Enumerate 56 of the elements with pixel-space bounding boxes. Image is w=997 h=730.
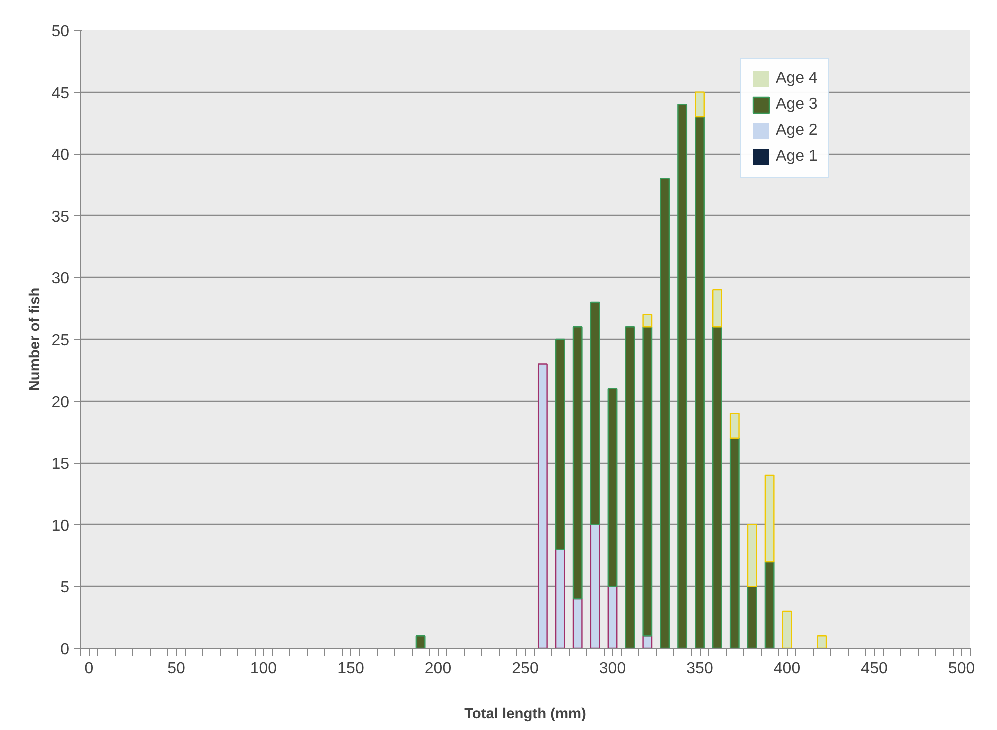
y-axis-title: Number of fish — [28, 288, 44, 392]
y-tick-label: 40 — [52, 147, 70, 164]
x-tick-label: 200 — [424, 660, 452, 678]
bar — [712, 326, 722, 648]
bar — [782, 610, 792, 648]
bar — [747, 524, 758, 588]
y-tick-label: 20 — [52, 394, 70, 412]
x-axis-title: Total length (mm) — [464, 706, 587, 722]
x-tick-label: 250 — [512, 660, 539, 678]
y-tick-label: 25 — [52, 332, 70, 350]
y-tick-label: 30 — [52, 270, 70, 288]
bar — [678, 104, 688, 648]
bar — [572, 598, 583, 648]
y-tick-label: 35 — [52, 208, 70, 226]
legend-label: Age 3 — [776, 96, 818, 114]
x-tick-label: 500 — [948, 660, 976, 678]
bar — [642, 636, 653, 648]
bar — [590, 302, 600, 526]
legend-label: Age 1 — [776, 148, 818, 166]
x-tick-label: 350 — [686, 660, 714, 678]
legend-label: Age 4 — [776, 70, 818, 88]
y-tick-label: 0 — [60, 642, 70, 658]
bar — [572, 326, 583, 600]
bar — [590, 524, 600, 648]
legend-label: Age 2 — [776, 122, 818, 140]
bar — [608, 586, 618, 648]
x-tick-label: 150 — [338, 660, 364, 678]
bar — [625, 326, 636, 648]
bar — [817, 636, 828, 648]
bar — [608, 388, 618, 588]
bar — [695, 92, 705, 118]
bar — [538, 364, 548, 648]
y-tick-label: 10 — [52, 518, 70, 535]
bar — [695, 116, 705, 648]
x-tick-label: 400 — [774, 660, 801, 678]
x-tick-label: 300 — [599, 660, 626, 678]
bar — [416, 636, 426, 648]
bar — [764, 561, 775, 648]
bar — [660, 178, 670, 648]
y-tick-label: 50 — [52, 24, 70, 40]
x-tick-label: 50 — [168, 660, 186, 678]
x-tick-label: 100 — [250, 660, 278, 678]
bar — [747, 586, 758, 648]
x-tick-label: 450 — [861, 660, 888, 678]
y-tick-label: 15 — [52, 456, 70, 474]
bar — [764, 474, 775, 563]
bar — [642, 314, 653, 328]
bar — [712, 289, 722, 328]
x-tick-label: 0 — [84, 660, 94, 678]
bar — [730, 438, 740, 648]
y-tick-label: 45 — [52, 85, 70, 102]
bar — [730, 413, 740, 439]
bar — [642, 326, 653, 637]
bar — [555, 549, 566, 648]
bar — [555, 338, 566, 550]
y-tick-label: 5 — [60, 580, 70, 597]
